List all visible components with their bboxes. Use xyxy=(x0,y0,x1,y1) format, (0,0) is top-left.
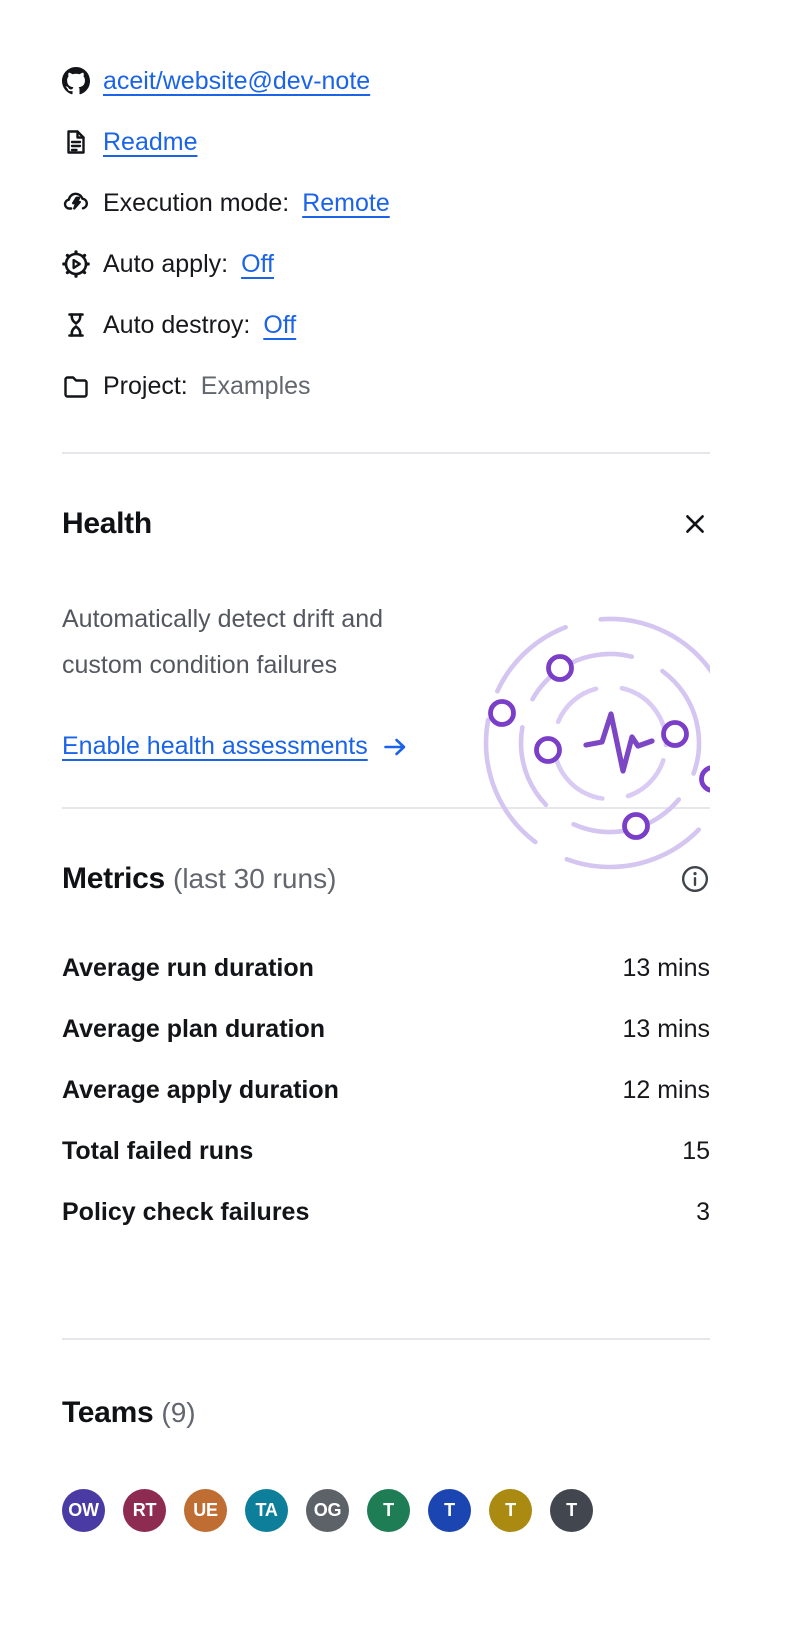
auto-apply-row: Auto apply: Off xyxy=(62,245,710,283)
project-label: Project: xyxy=(103,371,188,400)
team-avatar[interactable]: T xyxy=(550,1489,593,1532)
metrics-subtitle: (last 30 runs) xyxy=(173,863,337,894)
metrics-table: Average run duration 13 mins Average pla… xyxy=(62,949,710,1231)
metric-value: 13 mins xyxy=(622,953,710,982)
cloud-lightning-icon xyxy=(62,189,90,217)
metrics-section: Metrics (last 30 runs) Average run durat… xyxy=(62,860,710,1231)
readme-row: Readme xyxy=(62,123,710,161)
health-title: Health xyxy=(62,507,152,540)
metric-label: Total failed runs xyxy=(62,1136,254,1165)
health-illustration xyxy=(480,613,710,877)
health-section: Health Automatically detect drift and cu… xyxy=(62,505,710,870)
metric-value: 3 xyxy=(696,1197,710,1226)
health-description: Automatically detect drift and custom co… xyxy=(62,605,383,679)
execution-mode-row: Execution mode: Remote xyxy=(62,184,710,222)
execution-mode-link[interactable]: Remote xyxy=(302,188,390,217)
execution-mode-label: Execution mode: xyxy=(103,188,290,217)
auto-destroy-row: Auto destroy: Off xyxy=(62,306,710,344)
arrow-right-icon xyxy=(382,734,408,760)
metric-value: 12 mins xyxy=(622,1075,710,1104)
divider xyxy=(62,1338,710,1340)
folder-icon xyxy=(62,372,90,400)
metric-row: Average run duration 13 mins xyxy=(62,949,710,987)
enable-health-link[interactable]: Enable health assessments xyxy=(62,732,408,761)
close-icon[interactable] xyxy=(680,509,710,539)
metric-row: Total failed runs 15 xyxy=(62,1132,710,1170)
metric-label: Average run duration xyxy=(62,953,314,982)
teams-title: Teams xyxy=(62,1396,154,1429)
metrics-title: Metrics xyxy=(62,862,165,895)
repo-link[interactable]: aceit/website@dev-note xyxy=(103,66,371,95)
metric-value: 13 mins xyxy=(622,1014,710,1043)
metric-row: Policy check failures 3 xyxy=(62,1193,710,1231)
divider xyxy=(62,807,710,809)
team-avatar[interactable]: UE xyxy=(184,1489,227,1532)
github-icon xyxy=(62,67,90,95)
teams-count: (9) xyxy=(161,1397,196,1428)
gear-play-icon xyxy=(62,250,90,278)
auto-destroy-link[interactable]: Off xyxy=(263,310,297,339)
project-value: Examples xyxy=(200,371,311,400)
info-icon[interactable] xyxy=(680,864,710,894)
file-text-icon xyxy=(62,128,90,156)
team-avatar[interactable]: OW xyxy=(62,1489,105,1532)
repo-row: aceit/website@dev-note xyxy=(62,62,710,100)
team-avatar[interactable]: TA xyxy=(245,1489,288,1532)
team-avatar[interactable]: T xyxy=(367,1489,410,1532)
project-row: Project: Examples xyxy=(62,367,710,405)
metric-label: Average plan duration xyxy=(62,1014,326,1043)
enable-health-label: Enable health assessments xyxy=(62,732,368,760)
workspace-details: aceit/website@dev-note Readme Execution … xyxy=(62,62,710,405)
metric-label: Policy check failures xyxy=(62,1197,310,1226)
metric-value: 15 xyxy=(682,1136,710,1165)
readme-link[interactable]: Readme xyxy=(103,127,198,156)
team-avatar[interactable]: T xyxy=(489,1489,532,1532)
metric-row: Average apply duration 12 mins xyxy=(62,1071,710,1109)
team-avatar[interactable]: RT xyxy=(123,1489,166,1532)
teams-section: Teams (9) OW RT UE TA OG T T T T xyxy=(62,1395,710,1532)
hourglass-icon xyxy=(62,311,90,339)
auto-apply-link[interactable]: Off xyxy=(241,249,274,278)
team-avatar[interactable]: OG xyxy=(306,1489,349,1532)
auto-apply-label: Auto apply: xyxy=(103,249,229,278)
auto-destroy-label: Auto destroy: xyxy=(103,310,251,339)
metric-label: Average apply duration xyxy=(62,1075,339,1104)
teams-avatars: OW RT UE TA OG T T T T xyxy=(62,1489,710,1532)
metric-row: Average plan duration 13 mins xyxy=(62,1010,710,1048)
team-avatar[interactable]: T xyxy=(428,1489,471,1532)
divider xyxy=(62,452,710,454)
workspace-sidebar-panel: aceit/website@dev-note Readme Execution … xyxy=(62,62,710,1532)
